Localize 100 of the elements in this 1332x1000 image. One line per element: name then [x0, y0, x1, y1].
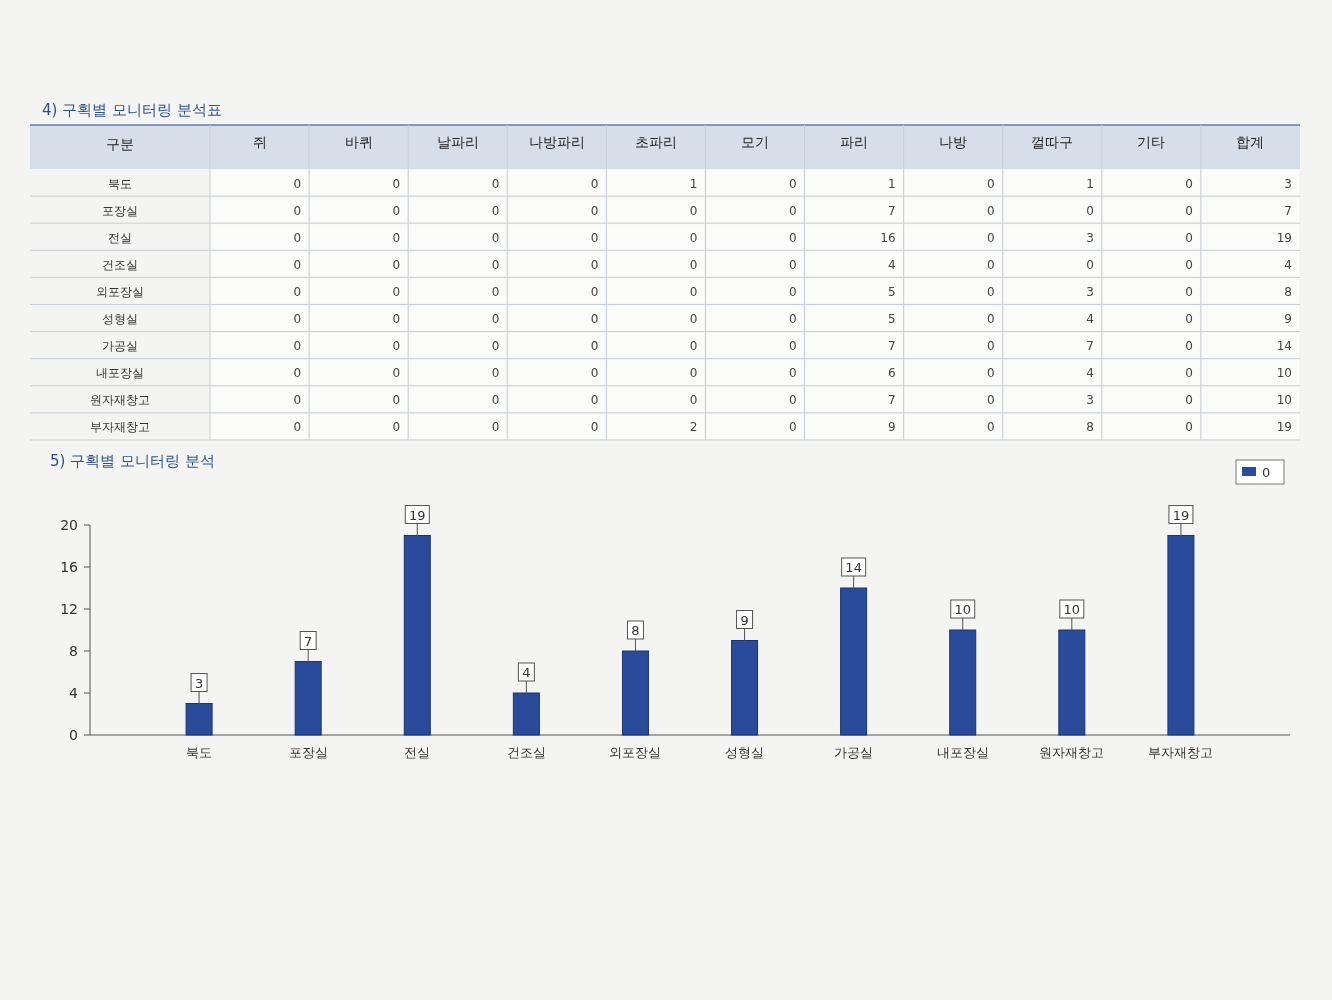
- xtick: 건조실: [506, 745, 546, 760]
- cell-label: 0: [392, 203, 401, 218]
- cell-label: 0: [987, 393, 995, 408]
- cell-label: 0: [392, 393, 401, 408]
- cell-label: 0: [293, 176, 302, 191]
- cell-label: 0: [987, 176, 995, 191]
- cell-label: 0: [689, 366, 698, 381]
- cell-label: 0: [689, 230, 698, 245]
- ytick: 0: [69, 727, 78, 743]
- cell-label: 4: [888, 257, 896, 272]
- cell-label: 10: [1276, 393, 1292, 408]
- cell-label: 0: [392, 230, 401, 245]
- cell-label: 0: [1185, 203, 1193, 218]
- cell-label: 0: [590, 176, 599, 191]
- column: 나방: [939, 134, 968, 150]
- cell-label: 9: [1284, 312, 1292, 327]
- xtick: 내포장실: [936, 745, 989, 760]
- cell-label: 7: [888, 393, 896, 408]
- data-label: 19: [1172, 507, 1190, 523]
- cell-label: 0: [788, 203, 797, 218]
- column: 초파리: [634, 134, 677, 150]
- cell-label: 0: [788, 284, 797, 299]
- data-label: 9: [740, 612, 749, 628]
- cell-label: 0: [788, 176, 797, 191]
- cell-label: 5: [888, 284, 896, 299]
- cell-label: 0: [1185, 393, 1193, 408]
- column: 파리: [840, 134, 869, 150]
- cell-label: 7: [1284, 203, 1292, 218]
- cell-label: 0: [293, 366, 302, 381]
- cell-label: 8: [1086, 420, 1094, 435]
- data-label: 10: [1063, 602, 1081, 617]
- ytick: 4: [69, 685, 78, 701]
- column: 바퀴: [344, 134, 373, 150]
- cell-label: 7: [888, 339, 896, 354]
- cell-label: 0: [788, 339, 797, 354]
- ytick: 12: [60, 601, 78, 617]
- cell-label: 0: [491, 176, 500, 191]
- cell-label: 0: [689, 339, 698, 354]
- row: 내포장실: [96, 366, 144, 381]
- cell-label: 0: [392, 366, 401, 381]
- cell-label: 0: [987, 339, 995, 354]
- cell-label: 7: [1086, 339, 1094, 354]
- row: 건조실: [102, 257, 138, 272]
- cell-label: 3: [1086, 230, 1094, 245]
- column: 껄따구: [1031, 134, 1074, 150]
- row: 외포장실: [96, 284, 144, 299]
- cell-label: 0: [1185, 284, 1193, 299]
- cell-label: 10: [1276, 366, 1292, 381]
- data-label: 4: [522, 665, 531, 680]
- cell-label: 0: [491, 366, 500, 381]
- cell-label: 16: [880, 230, 896, 245]
- cell-label: 0: [987, 420, 995, 435]
- column: 쥐: [252, 134, 267, 150]
- cell-label: 1: [689, 176, 698, 191]
- cell-label: 0: [689, 284, 698, 299]
- cell-label: 0: [1185, 176, 1193, 191]
- cell-label: 0: [987, 312, 995, 327]
- cell-label: 2: [689, 420, 698, 435]
- title: 4) 구획별 모니터링 분석표: [42, 101, 222, 119]
- cell-label: 3: [1086, 284, 1094, 299]
- cell-label: 14: [1276, 339, 1292, 354]
- data-label: 14: [845, 560, 862, 575]
- data-label: 7: [304, 633, 313, 649]
- cell-label: 0: [689, 312, 698, 327]
- row: 가공실: [102, 339, 138, 354]
- row: 부자재창고: [90, 420, 150, 435]
- column: 나방파리: [528, 134, 585, 150]
- cell-label: 0: [1086, 203, 1094, 218]
- xtick: 외포장실: [609, 745, 662, 760]
- cell-label: 0: [491, 393, 500, 408]
- row: 포장실: [102, 203, 138, 218]
- cell-label: 0: [590, 203, 599, 218]
- cell-label: 0: [590, 257, 599, 272]
- cell-label: 1: [1086, 176, 1094, 191]
- data-label: 3: [194, 675, 204, 691]
- data-label: 8: [631, 623, 640, 638]
- cell-label: 0: [590, 230, 599, 245]
- cell-label: 0: [392, 176, 401, 191]
- cell-label: 19: [1276, 230, 1292, 245]
- cell-label: 0: [1185, 230, 1193, 245]
- cell-label: 1: [888, 176, 896, 191]
- column: 날파리: [436, 134, 479, 150]
- ylabel: 구분: [106, 136, 134, 152]
- cell-label: 0: [491, 339, 500, 354]
- cell-label: 0: [491, 257, 500, 272]
- cell-label: 0: [293, 257, 302, 272]
- cell-label: 0: [293, 284, 302, 299]
- cell-label: 0: [1185, 339, 1193, 354]
- cell-label: 0: [293, 339, 302, 354]
- cell-label: 0: [689, 393, 698, 408]
- cell-label: 0: [293, 230, 302, 245]
- cell-label: 0: [689, 203, 698, 218]
- cell-label: 0: [293, 203, 302, 218]
- cell-label: 0: [392, 257, 401, 272]
- cell-label: 0: [987, 230, 995, 245]
- cell-label: 0: [1185, 366, 1193, 381]
- cell-label: 0: [987, 284, 995, 299]
- ytick: 16: [60, 559, 78, 575]
- column: 합계: [1236, 134, 1265, 150]
- xtick: 가공실: [834, 745, 874, 760]
